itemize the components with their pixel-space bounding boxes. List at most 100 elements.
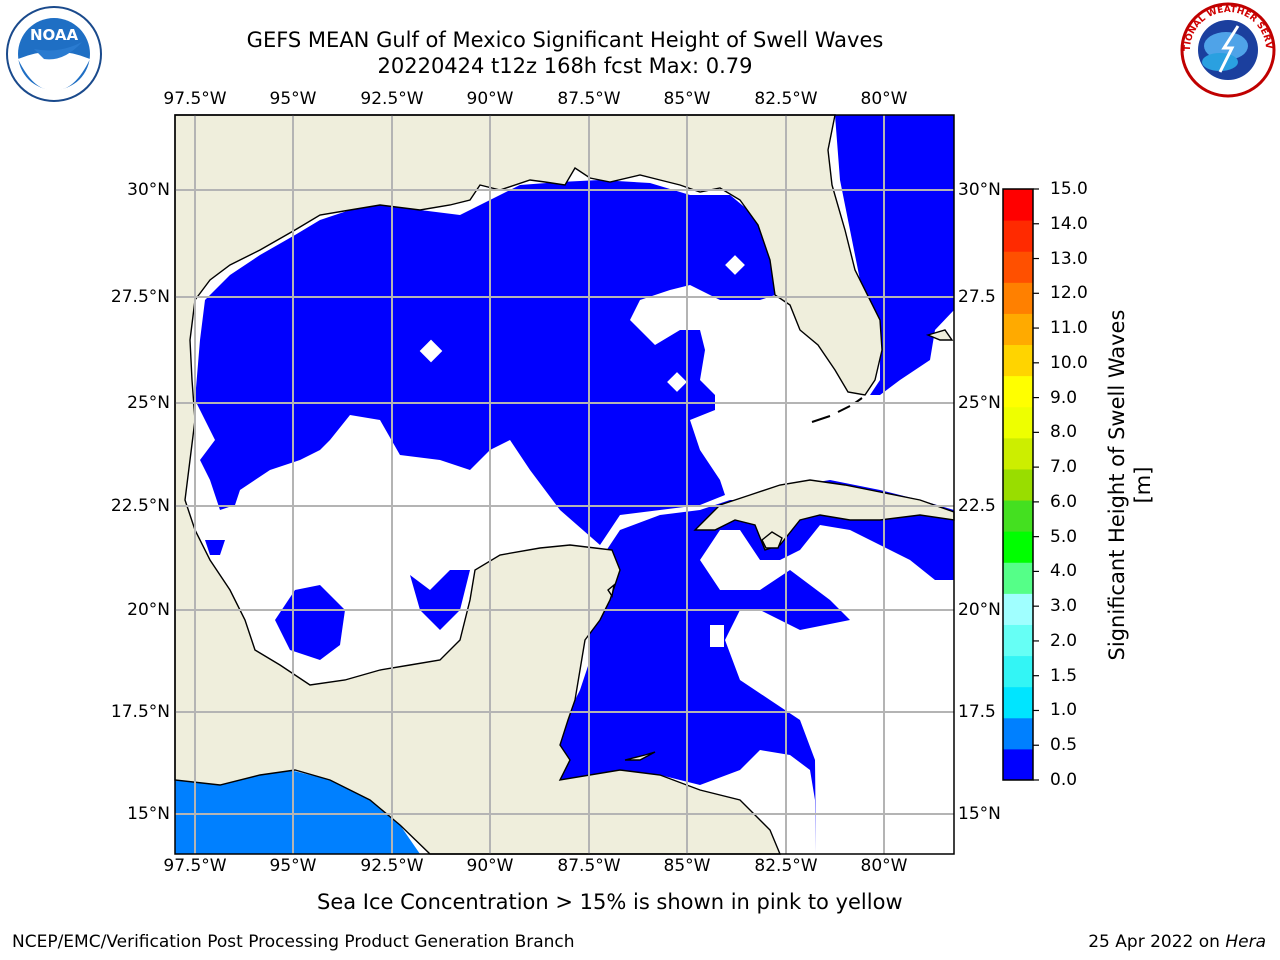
colorbar-segment-1 xyxy=(1003,717,1033,750)
swell-hole-1 xyxy=(419,339,443,363)
colorbar-frame xyxy=(1002,188,1034,781)
lon-tick-top-0: 97.5°W xyxy=(163,89,227,109)
swell-region-caribbean xyxy=(555,480,954,854)
colorbar-segment-12 xyxy=(1003,375,1033,408)
footer-host: Hera xyxy=(1225,932,1266,952)
lon-tick-bottom-5: 85°W xyxy=(663,856,711,876)
lat-tick-right-3: 22.5 xyxy=(958,496,996,516)
nws-logo-icon: NATIONAL WEATHER SERVICE xyxy=(1180,2,1276,98)
lon-tick-bottom-6: 82.5°W xyxy=(754,856,818,876)
colorbar-segment-8 xyxy=(1003,500,1033,532)
map-title: GEFS MEAN Gulf of Mexico Significant Hei… xyxy=(246,28,884,52)
colorbar-tick-5: 10.0 xyxy=(1050,352,1088,373)
colorbar-segment-3 xyxy=(1003,655,1033,688)
map-gridlines xyxy=(175,115,954,854)
lon-tick-bottom-4: 87.5°W xyxy=(557,856,621,876)
swell-hole-2 xyxy=(667,372,687,392)
land-cozumel xyxy=(607,583,616,598)
colorbar-tick-1: 14.0 xyxy=(1050,213,1088,234)
colorbar-segment-5 xyxy=(1003,593,1033,625)
colorbar-tick-10: 5.0 xyxy=(1050,526,1078,547)
colorbar-tick-7: 8.0 xyxy=(1050,422,1078,443)
colorbar xyxy=(1002,188,1039,781)
lon-tick-top-6: 82.5°W xyxy=(754,89,818,109)
swell-hole-5 xyxy=(855,794,875,814)
land-cuba xyxy=(693,479,955,551)
lon-tick-bottom-1: 95°W xyxy=(269,856,317,876)
colorbar-tick-8: 7.0 xyxy=(1050,457,1078,478)
colorbar-tick-4: 11.0 xyxy=(1050,318,1088,339)
swell-hole-7 xyxy=(765,672,785,692)
lat-tick-right-1: 27.5 xyxy=(958,287,996,307)
lat-tick-left-0: 30°N xyxy=(127,180,170,200)
colorbar-segment-17 xyxy=(1003,220,1033,252)
footer-credit: NCEP/EMC/Verification Post Processing Pr… xyxy=(12,932,575,952)
swell-region-atlantic xyxy=(835,115,954,395)
lon-tick-bottom-3: 90°W xyxy=(466,856,514,876)
colorbar-segment-2 xyxy=(1003,686,1033,719)
colorbar-segment-6 xyxy=(1003,562,1033,594)
swell-hole-9 xyxy=(920,400,954,500)
colorbar-segment-10 xyxy=(1003,437,1033,470)
colorbar-segment-0 xyxy=(1003,748,1033,781)
colorbar-tick-16: 0.5 xyxy=(1050,735,1078,756)
swell-region-gulf xyxy=(195,180,775,545)
colorbar-segment-13 xyxy=(1003,344,1033,377)
swell-hole-6 xyxy=(826,834,846,854)
lon-tick-top-3: 90°W xyxy=(466,89,514,109)
colorbar-segment-7 xyxy=(1003,531,1033,563)
colorbar-segment-11 xyxy=(1003,406,1033,439)
lat-tick-right-2: 25°N xyxy=(958,393,1001,413)
lon-tick-top-1: 95°W xyxy=(269,89,317,109)
colorbar-segment-16 xyxy=(1003,251,1033,283)
lon-tick-top-2: 92.5°W xyxy=(360,89,424,109)
land-isla-juventud xyxy=(761,531,783,549)
land-bahamas xyxy=(925,329,954,341)
lat-tick-right-6: 15°N xyxy=(958,804,1001,824)
colorbar-segment-9 xyxy=(1003,468,1033,501)
colorbar-tick-15: 1.0 xyxy=(1050,700,1078,721)
noaa-logo-icon: NOAA xyxy=(6,6,102,102)
colorbar-tick-14: 1.5 xyxy=(1050,665,1078,686)
colorbar-tick-12: 3.0 xyxy=(1050,596,1078,617)
colorbar-segment-4 xyxy=(1003,624,1033,657)
swell-height-field xyxy=(175,115,954,854)
land-masses xyxy=(174,114,955,855)
colorbar-label: Significant Height of Swell Waves [m] xyxy=(1105,309,1155,661)
lat-tick-left-5: 17.5°N xyxy=(110,702,170,722)
swell-hole-4 xyxy=(913,373,933,393)
lat-tick-left-2: 25°N xyxy=(127,393,170,413)
colorbar-tick-11: 4.0 xyxy=(1050,561,1078,582)
lat-tick-left-4: 20°N xyxy=(127,600,170,620)
lat-tick-left-1: 27.5°N xyxy=(110,287,170,307)
lon-tick-bottom-0: 97.5°W xyxy=(163,856,227,876)
colorbar-tick-0: 15.0 xyxy=(1050,179,1088,199)
lat-tick-right-4: 20°N xyxy=(958,600,1001,620)
lat-tick-left-6: 15°N xyxy=(127,804,170,824)
lon-tick-bottom-2: 92.5°W xyxy=(360,856,424,876)
colorbar-tick-13: 2.0 xyxy=(1050,630,1078,651)
lat-tick-right-0: 30°N xyxy=(958,180,1001,200)
colorbar-tick-2: 13.0 xyxy=(1050,248,1088,269)
swell-hole-8 xyxy=(710,625,724,647)
noaa-logo-text: NOAA xyxy=(30,26,79,44)
lat-tick-right-5: 17.5 xyxy=(958,702,996,722)
colorbar-segment-14 xyxy=(1003,313,1033,346)
swell-region-campeche-west xyxy=(205,540,225,555)
footer-date-text: 25 Apr 2022 on xyxy=(1088,932,1226,952)
colorbar-segment-18 xyxy=(1003,189,1033,221)
colorbar-tick-6: 9.0 xyxy=(1050,387,1078,408)
colorbar-tick-17: 0.0 xyxy=(1050,770,1078,790)
map-subtitle: 20220424 t12z 168h fcst Max: 0.79 xyxy=(377,54,753,78)
footer-date: 25 Apr 2022 on Hera xyxy=(1088,932,1266,952)
colorbar-segment-15 xyxy=(1003,282,1033,314)
lon-tick-top-7: 80°W xyxy=(860,89,908,109)
swell-hole-3 xyxy=(725,255,745,275)
lat-tick-left-3: 22.5°N xyxy=(110,496,170,516)
lon-tick-bottom-7: 80°W xyxy=(860,856,908,876)
sea-ice-note: Sea Ice Concentration > 15% is shown in … xyxy=(317,890,903,914)
lon-tick-top-4: 87.5°W xyxy=(557,89,621,109)
swell-region-campeche-east xyxy=(410,570,470,630)
lon-tick-top-5: 85°W xyxy=(663,89,711,109)
